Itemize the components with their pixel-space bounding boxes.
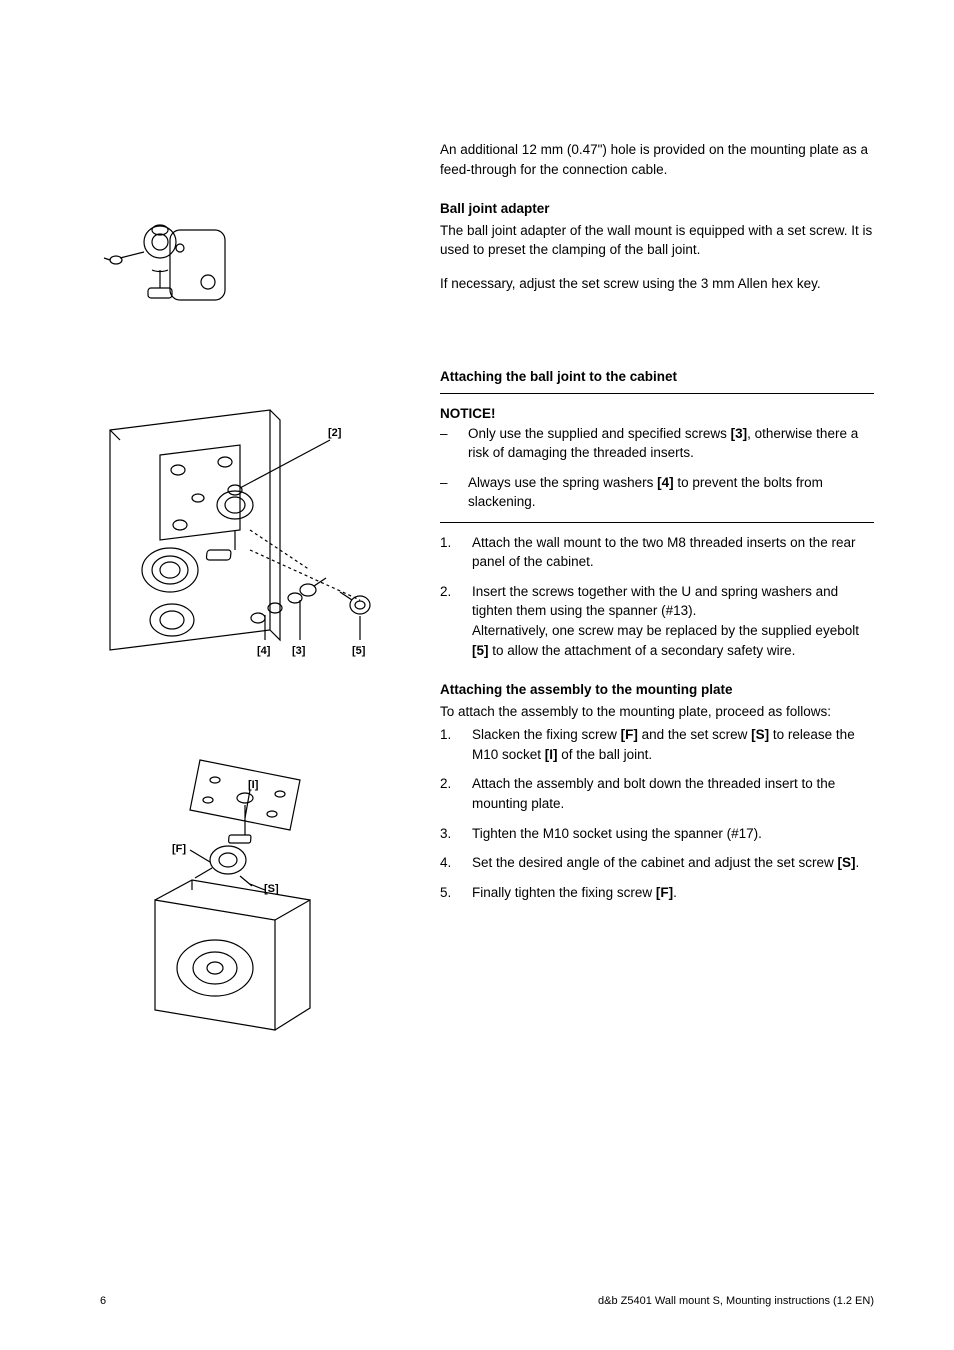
figure-column: [2] [4] [3] [5] bbox=[100, 140, 390, 1050]
heading-attach-plate: Attaching the assembly to the mounting p… bbox=[440, 680, 874, 700]
heading-ball-joint-adapter: Ball joint adapter bbox=[440, 199, 874, 219]
figure-attach-plate: [I] [F] [S] bbox=[100, 750, 390, 1050]
heading-attach-cabinet: Attaching the ball joint to the cabinet bbox=[440, 367, 874, 387]
plate-steps-list: Slacken the fixing screw [F] and the set… bbox=[440, 725, 874, 902]
step-item: Finally tighten the fixing screw [F]. bbox=[440, 883, 874, 903]
ball-joint-p1: The ball joint adapter of the wall mount… bbox=[440, 221, 874, 260]
notice-rule-top bbox=[440, 393, 874, 394]
callout-I: [I] bbox=[248, 778, 258, 794]
step-item: Tighten the M10 socket using the spanner… bbox=[440, 824, 874, 844]
callout-4: [4] bbox=[257, 644, 270, 660]
page-body: [2] [4] [3] [5] bbox=[100, 140, 874, 1050]
page-number: 6 bbox=[100, 1294, 106, 1310]
intro-paragraph: An additional 12 mm (0.47") hole is prov… bbox=[440, 140, 874, 179]
notice-item: Only use the supplied and specified scre… bbox=[440, 424, 874, 463]
step-item: Slacken the fixing screw [F] and the set… bbox=[440, 725, 874, 764]
figure-attach-cabinet: [2] [4] [3] [5] bbox=[100, 400, 390, 670]
callout-2: [2] bbox=[328, 426, 341, 442]
callout-5: [5] bbox=[352, 644, 365, 660]
notice-rule-bottom bbox=[440, 522, 874, 523]
callout-S: [S] bbox=[264, 882, 279, 898]
step-item: Insert the screws together with the U an… bbox=[440, 582, 874, 660]
notice-label: NOTICE! bbox=[440, 404, 874, 424]
step-item: Set the desired angle of the cabinet and… bbox=[440, 853, 874, 873]
attach-plate-intro: To attach the assembly to the mounting p… bbox=[440, 702, 874, 722]
text-column: An additional 12 mm (0.47") hole is prov… bbox=[440, 140, 874, 1050]
figure-ball-joint-adapter bbox=[100, 210, 390, 320]
cabinet-steps-list: Attach the wall mount to the two M8 thre… bbox=[440, 533, 874, 660]
step-item: Attach the assembly and bolt down the th… bbox=[440, 774, 874, 813]
callout-F: [F] bbox=[172, 842, 186, 858]
page-footer: 6 d&b Z5401 Wall mount S, Mounting instr… bbox=[100, 1294, 874, 1310]
notice-list: Only use the supplied and specified scre… bbox=[440, 424, 874, 512]
step-item: Attach the wall mount to the two M8 thre… bbox=[440, 533, 874, 572]
ball-joint-p2: If necessary, adjust the set screw using… bbox=[440, 274, 874, 294]
callout-3: [3] bbox=[292, 644, 305, 660]
notice-item: Always use the spring washers [4] to pre… bbox=[440, 473, 874, 512]
doc-title: d&b Z5401 Wall mount S, Mounting instruc… bbox=[598, 1294, 874, 1310]
